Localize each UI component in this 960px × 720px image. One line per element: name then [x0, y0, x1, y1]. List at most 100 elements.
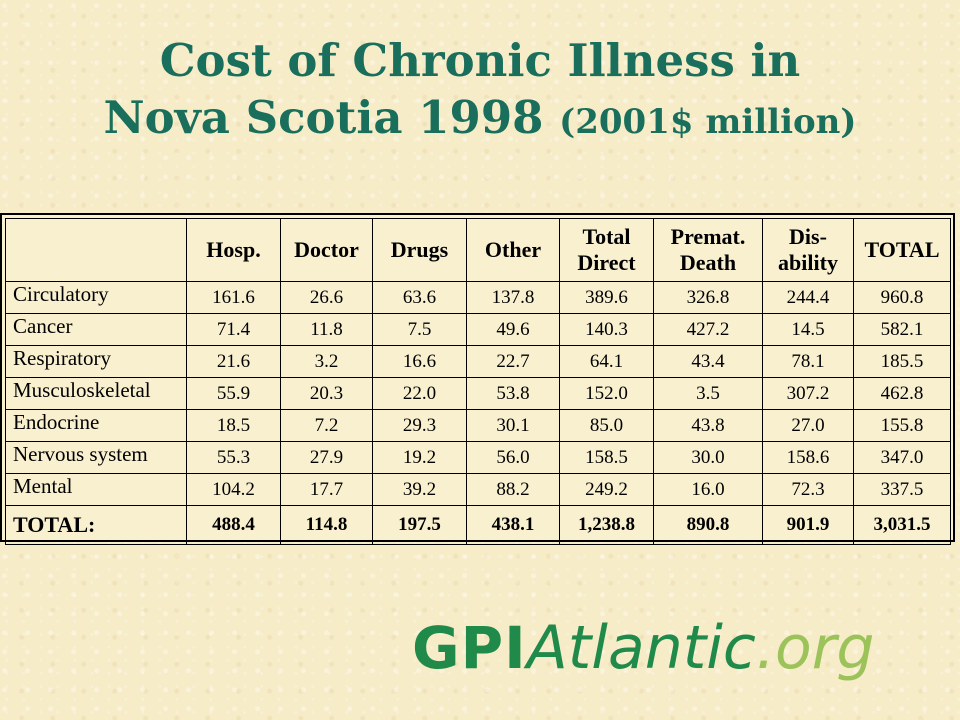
table-cell: 53.8 — [466, 377, 560, 410]
row-label: Respiratory — [5, 345, 187, 378]
table-cell: 438.1 — [466, 505, 560, 545]
table-cell: 244.4 — [762, 281, 854, 314]
column-header-text: ability — [778, 250, 838, 275]
table-cell: 7.2 — [280, 409, 373, 442]
table-row: Respiratory 21.6 3.2 16.6 22.7 64.1 43.4 78.1 18… — [5, 345, 951, 378]
table-cell: 307.2 — [762, 377, 854, 410]
table-cell: 26.6 — [280, 281, 373, 314]
table-cell: 3,031.5 — [853, 505, 951, 545]
table-cell: 1,238.8 — [559, 505, 654, 545]
table-cell: 3.5 — [653, 377, 763, 410]
table-cell: 43.8 — [653, 409, 763, 442]
total-row: TOTAL: 488.4 114.8 197.5 438.1 1,238.8 890.8 90… — [5, 505, 951, 545]
table-cell: 43.4 — [653, 345, 763, 378]
table-cell: 56.0 — [466, 441, 560, 474]
table-cell: 901.9 — [762, 505, 854, 545]
table-row: Musculoskeletal 55.9 20.3 22.0 53.8 152.0 3.5 3… — [5, 377, 951, 410]
table-cell: 27.0 — [762, 409, 854, 442]
table-cell: 49.6 — [466, 313, 560, 346]
table-cell: 85.0 — [559, 409, 654, 442]
table-cell: 72.3 — [762, 473, 854, 506]
table-cell: 71.4 — [186, 313, 281, 346]
slide-title-line1: Cost of Chronic Illness in — [159, 34, 801, 87]
table-cell: 158.6 — [762, 441, 854, 474]
title-main: Nova Scotia 1998 — [103, 91, 544, 144]
cost-table-frame: Hosp. Doctor Drugs Other Total Direct Premat. D… — [0, 213, 955, 545]
table-cell: 88.2 — [466, 473, 560, 506]
table-cell: 326.8 — [653, 281, 763, 314]
table-cell: 152.0 — [559, 377, 654, 410]
table-cell: 7.5 — [372, 313, 467, 346]
table-cell: 582.1 — [853, 313, 951, 346]
column-header-text: Hosp. — [206, 237, 261, 262]
table-cell: 114.8 — [280, 505, 373, 545]
table-cell: 890.8 — [653, 505, 763, 545]
table-cell: 16.0 — [653, 473, 763, 506]
table-row: Circulatory 161.6 26.6 63.6 137.8 389.6 326.8 2… — [5, 281, 951, 314]
table-cell: 22.7 — [466, 345, 560, 378]
table-cell: 19.2 — [372, 441, 467, 474]
row-label: Cancer — [5, 313, 187, 346]
header-corner — [5, 218, 187, 282]
table-cell: 249.2 — [559, 473, 654, 506]
table-cell: 27.9 — [280, 441, 373, 474]
table-cell: 30.1 — [466, 409, 560, 442]
column-header: Dis-ability — [762, 218, 854, 282]
table-cell: 20.3 — [280, 377, 373, 410]
table-cell: 161.6 — [186, 281, 281, 314]
table-cell: 427.2 — [653, 313, 763, 346]
table-cell: 960.8 — [853, 281, 951, 314]
column-header: Hosp. — [186, 218, 281, 282]
column-header-text: Direct — [577, 250, 636, 275]
column-header-text: Dis- — [789, 224, 827, 249]
cost-table: Hosp. Doctor Drugs Other Total Direct Premat. D… — [5, 218, 951, 545]
table-cell: 21.6 — [186, 345, 281, 378]
table-cell: 18.5 — [186, 409, 281, 442]
column-header-text: Doctor — [294, 237, 359, 262]
table-cell: 78.1 — [762, 345, 854, 378]
column-header-text: Other — [484, 237, 542, 262]
row-label: Nervous system — [5, 441, 187, 474]
logo-org: .org — [755, 613, 875, 683]
column-header-text: Total — [582, 224, 631, 249]
column-header-text: Premat. — [670, 224, 746, 249]
header-row: Hosp. Doctor Drugs Other Total Direct Premat. D… — [5, 218, 951, 282]
gpiatlantic-logo: GPIAtlantic.org — [412, 618, 874, 698]
table-cell: 16.6 — [372, 345, 467, 378]
table-cell: 488.4 — [186, 505, 281, 545]
column-header-text: TOTAL — [864, 237, 940, 262]
column-header: TOTAL — [853, 218, 951, 282]
table-cell: 55.9 — [186, 377, 281, 410]
table-row: Mental 104.2 17.7 39.2 88.2 249.2 16.0 72.3 337.… — [5, 473, 951, 506]
logo-gpi: GPI — [412, 614, 527, 682]
table-cell: 14.5 — [762, 313, 854, 346]
table-cell: 11.8 — [280, 313, 373, 346]
column-header: Other — [466, 218, 560, 282]
table-cell: 185.5 — [853, 345, 951, 378]
table-row: Cancer 71.4 11.8 7.5 49.6 140.3 427.2 14.5 582.1 — [5, 313, 951, 346]
table-cell: 104.2 — [186, 473, 281, 506]
table-cell: 158.5 — [559, 441, 654, 474]
table-cell: 347.0 — [853, 441, 951, 474]
row-label: Mental — [5, 473, 187, 506]
row-label: TOTAL: — [5, 505, 187, 545]
table-cell: 55.3 — [186, 441, 281, 474]
table-cell: 30.0 — [653, 441, 763, 474]
table-cell: 462.8 — [853, 377, 951, 410]
table-cell: 197.5 — [372, 505, 467, 545]
table-cell: 17.7 — [280, 473, 373, 506]
column-header: Premat. Death — [653, 218, 763, 282]
column-header: Drugs — [372, 218, 467, 282]
table-row: Endocrine 18.5 7.2 29.3 30.1 85.0 43.8 27.0 155.… — [5, 409, 951, 442]
column-header: Total Direct — [559, 218, 654, 282]
column-header-text: Death — [679, 250, 737, 275]
logo-atlantic: Atlantic — [526, 613, 756, 683]
table-cell: 39.2 — [372, 473, 467, 506]
row-label: Circulatory — [5, 281, 187, 314]
table-cell: 155.8 — [853, 409, 951, 442]
table-cell: 64.1 — [559, 345, 654, 378]
table-cell: 29.3 — [372, 409, 467, 442]
table-cell: 137.8 — [466, 281, 560, 314]
table-cell: 63.6 — [372, 281, 467, 314]
table-cell: 140.3 — [559, 313, 654, 346]
